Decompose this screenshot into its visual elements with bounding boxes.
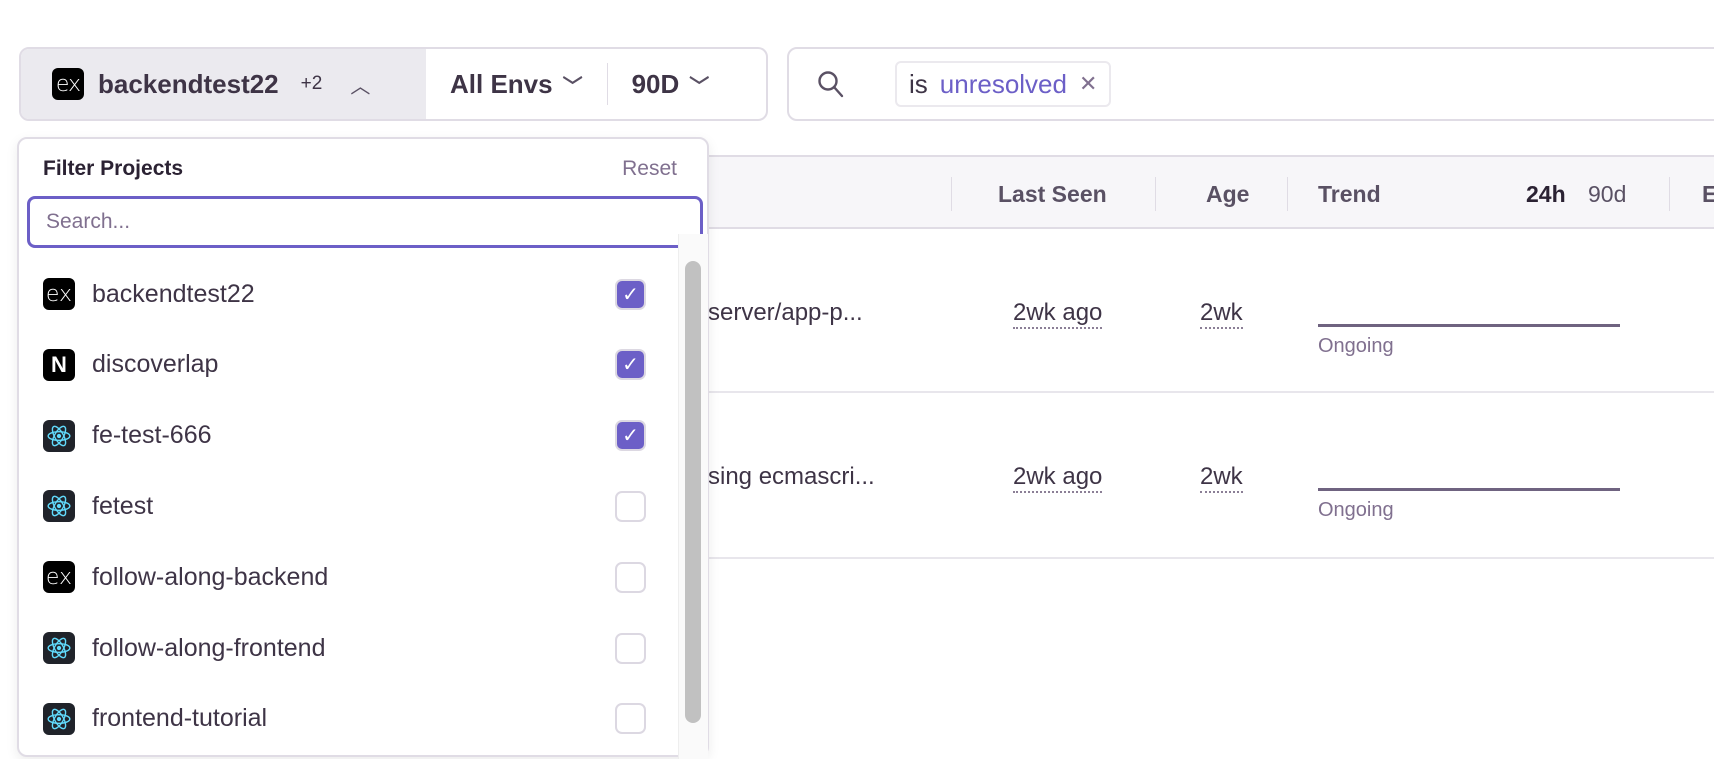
last-seen: 2wk ago [1013,299,1103,329]
project-name: fe-test-666 [92,421,212,450]
last-seen: 2wk ago [1013,463,1103,493]
divider [606,63,608,105]
trend-label: Ongoing [1318,335,1394,357]
header-last-seen[interactable]: Last Seen [998,181,1107,207]
react-icon [43,702,75,735]
project-option[interactable]: ex follow-along-backend [19,542,679,612]
token-key: is [909,68,928,99]
trend-period-90d[interactable]: 90d [1588,181,1627,207]
checkbox[interactable] [615,703,646,735]
express-icon: ex [43,561,75,594]
chevron-down-icon: ﹀ [689,75,710,98]
project-name: discoverlap [92,350,219,379]
divider [1669,177,1670,211]
checkbox[interactable] [615,561,646,593]
age: 2wk [1200,299,1243,329]
token-value: unresolved [939,68,1067,99]
project-option[interactable]: fetest [19,471,679,541]
project-option[interactable]: follow-along-frontend [19,613,679,683]
project-name: frontend-tutorial [92,704,268,733]
issue-search-bar[interactable]: is unresolved ✕ [787,47,1714,121]
table-row[interactable]: -server/app-p... 2wk ago 2wk Ongoing [700,229,1714,393]
search-icon [818,71,844,98]
scrollbar-thumb[interactable] [685,261,701,723]
project-name: fetest [92,491,154,520]
header-age[interactable]: Age [1206,181,1250,207]
period-selector[interactable]: 90D ﹀ [608,49,734,119]
header-trend: Trend [1318,181,1381,207]
project-name: backendtest22 [92,279,255,308]
page-filter-bar: ex backendtest22 +2 ︿ All Envs ﹀ 90D ﹀ [19,47,768,121]
issue-title[interactable]: -server/app-p... [700,299,863,326]
react-icon [43,419,75,452]
reset-button[interactable]: Reset [622,157,677,180]
divider [1287,177,1288,211]
close-icon[interactable]: ✕ [1078,71,1098,96]
table-row[interactable]: rsing ecmascri... 2wk ago 2wk Ongoing [700,393,1714,559]
trend-period-24h[interactable]: 24h [1526,181,1566,207]
trend-sparkline [1318,324,1620,327]
environment-label: All Envs [450,68,553,99]
age: 2wk [1200,463,1243,493]
checkbox[interactable]: ✓ [615,420,646,452]
nextjs-icon: N [43,348,75,381]
project-name: follow-along-backend [92,562,329,591]
express-icon: ex [43,278,75,310]
dropdown-title: Filter Projects [43,157,184,180]
checkbox[interactable] [615,490,646,522]
chevron-up-icon: ︿ [350,75,371,98]
project-option[interactable]: frontend-tutorial [19,684,679,754]
header-next: E [1702,181,1714,207]
project-name: follow-along-frontend [92,633,326,662]
issue-title[interactable]: rsing ecmascri... [700,463,875,490]
project-option[interactable]: ex backendtest22 ✓ [19,259,679,329]
trend-label: Ongoing [1318,499,1394,521]
checkbox[interactable]: ✓ [615,349,646,381]
react-icon [43,490,75,523]
react-icon [43,632,75,664]
divider [951,177,952,211]
project-filter-dropdown: Filter Projects Reset exbackendtest22✓Nd… [17,137,709,759]
selected-project: backendtest22 [98,68,279,99]
extra-projects-count: +2 [300,73,323,94]
trend-sparkline [1318,488,1620,491]
express-icon: ex [52,68,84,100]
environment-selector[interactable]: All Envs ﹀ [426,49,607,119]
project-option[interactable]: fe-test-666 ✓ [19,401,679,471]
chevron-down-icon: ﹀ [562,75,583,98]
checkbox[interactable] [615,632,646,664]
project-selector[interactable]: ex backendtest22 +2 ︿ [21,49,426,119]
divider [1155,177,1156,211]
period-label: 90D [631,68,680,99]
project-search-input[interactable] [27,196,703,248]
search-token[interactable]: is unresolved ✕ [895,61,1112,107]
checkbox[interactable]: ✓ [615,278,646,310]
table-header: Last Seen Age Trend 24h 90d E [700,155,1714,229]
